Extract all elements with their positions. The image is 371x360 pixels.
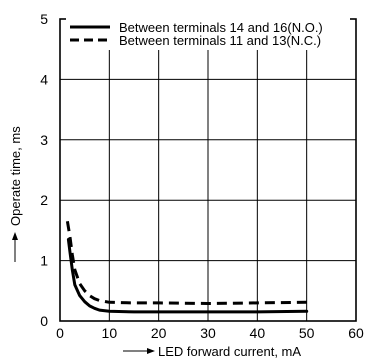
x-tick-label: 50: [299, 325, 315, 341]
x-axis-label: LED forward current, mA: [158, 344, 301, 359]
y-axis-arrow-icon: [12, 232, 18, 240]
x-tick-label: 40: [250, 325, 266, 341]
x-tick-label: 0: [56, 325, 64, 341]
x-axis-arrow-icon: [147, 348, 155, 354]
legend: Between terminals 14 and 16(N.O.)Between…: [66, 18, 350, 50]
x-tick-label: 10: [102, 325, 118, 341]
y-tick-label: 2: [40, 192, 48, 208]
y-tick-label: 5: [40, 11, 48, 27]
nc-series-line: [65, 221, 307, 305]
legend-background: [66, 18, 350, 50]
x-tick-label: 20: [151, 325, 167, 341]
tick-labels: 0 10 20 30 40 50 60 0 1 2 3 4 5: [40, 11, 364, 341]
legend-label: Between terminals 14 and 16(N.O.): [119, 20, 323, 35]
y-tick-label: 3: [40, 132, 48, 148]
series-group: [65, 221, 309, 314]
grid: [60, 19, 356, 321]
y-tick-label: 4: [40, 71, 48, 87]
y-tick-label: 1: [40, 253, 48, 269]
no-series-line: [66, 238, 309, 314]
x-tick-label: 30: [200, 325, 216, 341]
x-axis-title: LED forward current, mA: [123, 344, 301, 359]
y-axis-title: Operate time, ms: [8, 126, 23, 262]
x-tick-label: 60: [348, 325, 364, 341]
y-tick-label: 0: [40, 313, 48, 329]
y-axis-label: Operate time, ms: [8, 126, 23, 226]
legend-label: Between terminals 11 and 13(N.C.): [119, 33, 321, 48]
